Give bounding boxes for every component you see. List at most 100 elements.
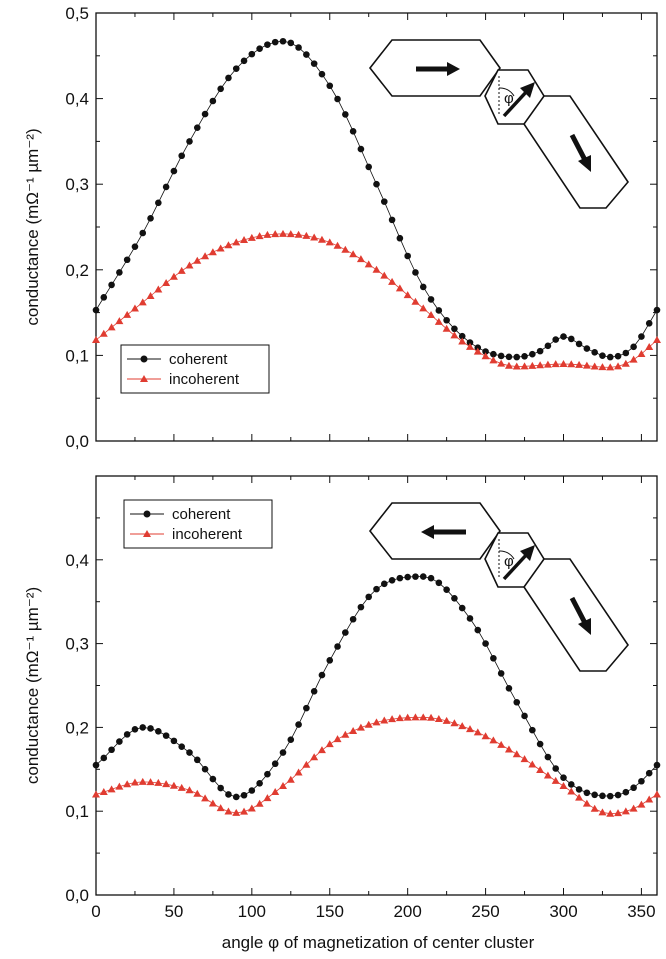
marker-coherent — [349, 128, 357, 135]
marker-incoherent — [419, 304, 428, 312]
marker-incoherent — [247, 804, 256, 812]
marker-incoherent — [512, 362, 521, 370]
marker-incoherent — [185, 786, 194, 794]
marker-coherent — [443, 586, 450, 593]
marker-coherent — [614, 791, 622, 799]
y-tick-label: 0,3 — [65, 175, 89, 194]
marker-coherent — [513, 353, 521, 361]
marker-coherent — [505, 353, 513, 361]
y-tick-label: 0,1 — [65, 802, 89, 821]
marker-coherent — [186, 138, 193, 145]
marker-coherent — [606, 792, 614, 800]
marker-coherent — [536, 347, 544, 355]
marker-incoherent — [310, 233, 319, 241]
marker-coherent — [451, 594, 458, 602]
inset-schematic: φ — [368, 39, 630, 209]
marker-coherent — [466, 615, 474, 622]
marker-incoherent — [115, 317, 124, 325]
marker-coherent — [419, 283, 427, 291]
marker-coherent — [155, 728, 162, 735]
marker-incoherent — [216, 804, 225, 812]
marker-incoherent — [372, 718, 381, 726]
marker-incoherent — [154, 285, 163, 293]
marker-coherent — [310, 60, 318, 67]
legend-label-coherent: coherent — [169, 351, 228, 368]
marker-coherent — [147, 215, 154, 222]
marker-coherent — [178, 743, 186, 750]
marker-coherent — [326, 657, 334, 664]
marker-incoherent — [317, 746, 326, 754]
marker-coherent — [147, 725, 154, 732]
legend-label-coherent: coherent — [172, 506, 231, 523]
marker-incoherent — [177, 783, 186, 791]
marker-incoherent — [263, 794, 272, 802]
marker-incoherent — [528, 760, 537, 768]
marker-coherent — [170, 737, 178, 745]
right-cluster — [523, 95, 630, 209]
marker-coherent — [108, 746, 115, 754]
marker-coherent — [116, 269, 123, 276]
marker-coherent — [256, 45, 263, 52]
marker-coherent — [193, 124, 201, 131]
marker-coherent — [529, 726, 536, 734]
marker-incoherent — [317, 235, 326, 243]
marker-incoherent — [395, 284, 404, 292]
marker-coherent — [240, 57, 248, 65]
marker-coherent — [240, 791, 248, 799]
marker-coherent — [155, 199, 162, 207]
marker-incoherent — [169, 781, 178, 789]
marker-incoherent — [458, 722, 467, 730]
marker-incoherent — [302, 760, 311, 768]
marker-incoherent — [162, 780, 171, 788]
marker-incoherent — [232, 238, 241, 246]
marker-incoherent — [364, 260, 373, 268]
marker-coherent — [357, 603, 365, 611]
marker-coherent — [536, 740, 544, 748]
inset-schematic: φ — [368, 502, 630, 672]
marker-coherent — [614, 352, 622, 360]
marker-coherent — [279, 749, 287, 756]
marker-incoherent — [543, 771, 552, 779]
right-cluster — [523, 558, 630, 672]
angle-arc — [498, 87, 515, 97]
marker-coherent — [529, 350, 536, 358]
left-magnet-arrowhead — [447, 62, 460, 76]
marker-incoherent — [567, 787, 576, 795]
marker-coherent — [225, 791, 232, 798]
marker-coherent — [591, 348, 598, 356]
marker-incoherent — [481, 732, 490, 740]
marker-coherent — [622, 349, 630, 357]
marker-coherent — [357, 145, 365, 153]
marker-incoherent — [286, 775, 295, 783]
marker-coherent — [116, 738, 123, 745]
marker-coherent — [575, 786, 583, 793]
right-magnet-arrow — [569, 133, 588, 162]
marker-incoherent — [434, 317, 443, 325]
series-line-coherent — [95, 40, 658, 358]
marker-incoherent — [115, 782, 124, 790]
marker-coherent — [404, 573, 411, 581]
marker-incoherent — [130, 778, 139, 786]
marker-coherent — [482, 640, 489, 647]
marker-coherent — [567, 335, 575, 343]
marker-incoherent — [629, 355, 638, 363]
marker-incoherent — [240, 235, 249, 243]
marker-coherent — [552, 336, 560, 343]
marker-incoherent — [427, 310, 436, 318]
marker-coherent — [248, 787, 256, 794]
marker-coherent — [100, 294, 108, 301]
marker-coherent — [193, 756, 201, 764]
marker-incoherent — [497, 740, 506, 748]
marker-coherent — [279, 37, 287, 45]
marker-incoherent — [403, 713, 412, 721]
marker-incoherent — [411, 713, 420, 721]
legend-label-incoherent: incoherent — [172, 526, 243, 543]
right-magnet-arrow — [569, 596, 588, 625]
marker-incoherent — [458, 337, 467, 345]
y-tick-label: 0,4 — [65, 551, 89, 570]
marker-incoherent — [606, 363, 615, 371]
legend-label-incoherent: incoherent — [169, 371, 240, 388]
marker-incoherent — [224, 241, 233, 249]
marker-incoherent — [473, 728, 482, 736]
